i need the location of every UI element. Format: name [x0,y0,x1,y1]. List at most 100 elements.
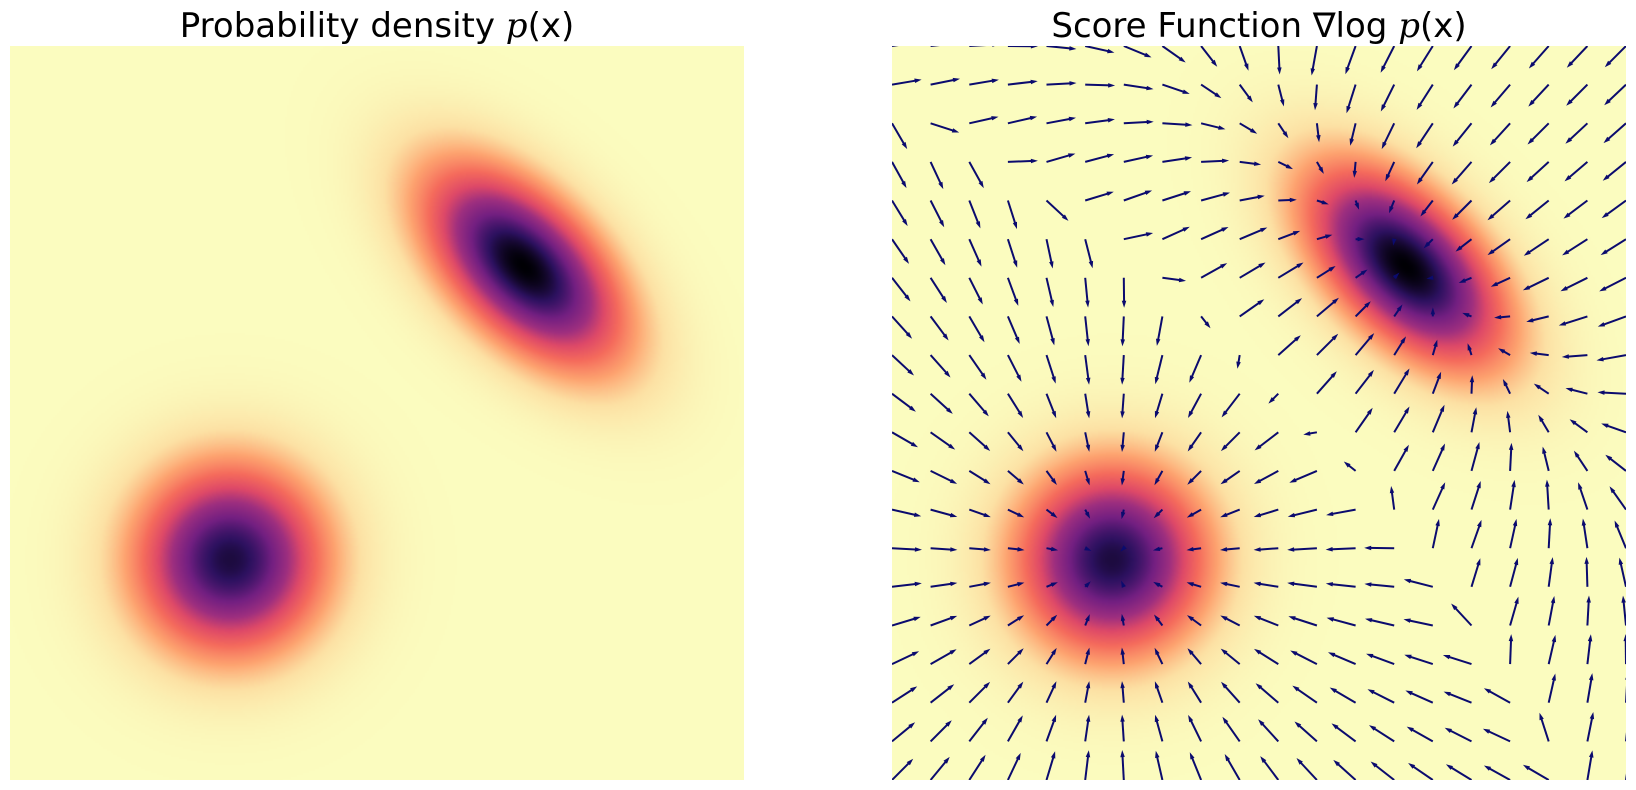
score-arrow-head [1360,269,1368,276]
score-arrow [1416,122,1434,149]
score-arrow [1604,46,1626,68]
score-arrow-head [1084,511,1091,519]
score-arrow-shaft [1409,727,1434,743]
score-arrow [1084,46,1115,54]
score-arrow [1222,716,1241,742]
score-arrow-head [977,297,983,305]
score-arrow-head [1146,85,1154,91]
score-arrow-shaft [1447,728,1472,743]
score-arrow-head [1220,547,1228,552]
score-arrow [1123,190,1153,202]
score-arrow [1490,276,1511,287]
score-arrow-shaft [1509,638,1513,665]
score-arrow-head [1370,761,1378,768]
score-arrow-head [1017,615,1025,621]
score-arrow-shaft [1316,373,1335,395]
score-arrow-shaft [1446,692,1472,704]
score-arrow [1545,479,1550,510]
score-arrow-head [1512,518,1518,527]
score-arrow [1220,431,1241,452]
score-arrow-shaft [929,277,946,301]
score-arrow [1393,368,1410,395]
score-arrow-head [1017,478,1024,485]
score-arrow-head [1050,614,1058,622]
score-arrow-head [1120,681,1125,689]
score-arrow [968,508,991,518]
score-arrow-head [983,681,991,689]
score-arrow [1084,614,1090,626]
score-arrow-head [1253,512,1262,518]
score-arrow [929,756,950,780]
score-arrow-head [1563,212,1571,219]
score-arrow-head [1017,681,1024,689]
score-arrow-head [906,758,914,766]
score-arrow [1431,482,1446,511]
score-arrow-head [1153,581,1161,588]
score-arrow-head [1220,478,1228,485]
score-arrow-head [1566,99,1573,106]
score-arrow [1509,557,1519,588]
score-arrow [1045,238,1054,269]
score-arrow-shaft [930,650,954,665]
score-arrow [968,648,991,665]
score-arrow-shaft [1331,652,1356,666]
score-arrow-shaft [1586,599,1590,626]
score-arrow [1007,393,1024,418]
score-arrow-shaft [1123,83,1150,90]
score-arrow [1601,199,1626,219]
score-arrow [1328,652,1356,666]
score-arrow-head [1625,677,1626,680]
score-arrow-head [1589,712,1595,720]
score-arrow-shaft [1354,335,1373,356]
score-arrow-shaft [1007,159,1034,163]
score-arrow [1084,647,1090,665]
score-arrow-head [1364,545,1372,551]
score-arrow-shaft [892,315,911,337]
score-arrow-shaft [1563,276,1588,291]
score-arrow-shaft [1239,263,1263,279]
score-arrow [1253,508,1279,518]
score-arrow [1189,752,1203,780]
score-arrow-head [1085,339,1090,347]
score-arrow [969,46,995,47]
score-arrow-head [905,332,913,339]
score-arrow-shaft [1578,485,1589,510]
score-arrow-shaft [892,582,918,588]
score-arrow [1451,161,1473,185]
score-arrow-head [1120,339,1125,347]
score-arrow [1453,83,1473,109]
score-arrow-head [907,369,914,376]
score-arrow [1623,634,1626,665]
score-arrow-head [1292,685,1300,692]
left-title-text: Probability density [179,6,506,46]
score-arrow [1084,316,1090,347]
score-arrow-shaft [1619,561,1626,588]
score-arrow-head [1144,190,1153,195]
score-arrow-head [1440,482,1446,490]
score-arrow [1547,673,1556,703]
score-arrow-head [1420,209,1427,217]
score-arrow-shaft [1316,267,1333,279]
score-arrow-shaft [1454,199,1473,218]
score-arrow-shaft [1200,83,1219,97]
score-arrow-head [1050,511,1058,518]
score-arrow-shaft [1189,431,1202,449]
score-arrow-head [1154,614,1161,622]
score-arrow [1253,547,1279,552]
score-arrow-shaft [1189,684,1202,704]
score-arrow [1385,161,1396,182]
score-arrow-head [1189,375,1195,383]
score-arrow-head [1609,486,1616,494]
score-arrow [1162,83,1190,94]
score-arrow-head [1285,164,1293,170]
score-arrow-head [1154,376,1160,385]
score-arrow-head [1357,236,1365,242]
score-arrow-head [978,180,984,189]
score-arrow-head [1253,547,1261,552]
score-arrow-shaft [1223,719,1241,742]
score-arrow [1354,200,1360,210]
score-arrow [1046,546,1059,552]
score-arrow-head [1146,119,1154,125]
score-arrow-shaft [1390,489,1396,510]
score-arrow-head [901,180,907,189]
